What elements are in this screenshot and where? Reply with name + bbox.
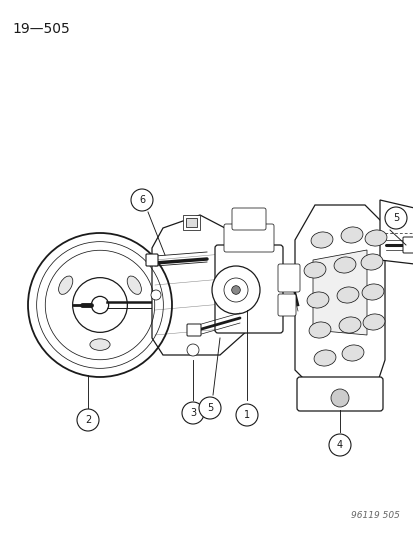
FancyBboxPatch shape <box>277 264 299 292</box>
FancyBboxPatch shape <box>277 294 295 316</box>
Ellipse shape <box>364 230 386 246</box>
Polygon shape <box>312 250 366 335</box>
Text: 6: 6 <box>139 195 145 205</box>
Circle shape <box>231 286 240 294</box>
Polygon shape <box>379 200 413 265</box>
Ellipse shape <box>310 232 332 248</box>
FancyBboxPatch shape <box>187 324 201 336</box>
Ellipse shape <box>360 254 382 270</box>
Circle shape <box>384 207 406 229</box>
FancyBboxPatch shape <box>223 224 273 252</box>
Circle shape <box>131 189 153 211</box>
Ellipse shape <box>336 287 358 303</box>
Text: 2: 2 <box>85 415 91 425</box>
Ellipse shape <box>90 339 110 350</box>
Circle shape <box>151 290 161 300</box>
Polygon shape <box>185 218 197 227</box>
Text: 5: 5 <box>392 213 398 223</box>
Text: 1: 1 <box>243 410 249 420</box>
FancyBboxPatch shape <box>146 254 158 266</box>
Text: 4: 4 <box>336 440 342 450</box>
Circle shape <box>330 389 348 407</box>
Polygon shape <box>294 205 384 390</box>
Circle shape <box>182 402 204 424</box>
Text: 5: 5 <box>206 403 213 413</box>
Text: 3: 3 <box>190 408 196 418</box>
FancyBboxPatch shape <box>231 208 266 230</box>
Text: 96119 505: 96119 505 <box>350 511 399 520</box>
FancyBboxPatch shape <box>402 237 413 253</box>
FancyBboxPatch shape <box>214 245 282 333</box>
Ellipse shape <box>303 262 325 278</box>
Ellipse shape <box>362 314 384 330</box>
Circle shape <box>199 397 221 419</box>
Ellipse shape <box>338 317 360 333</box>
Circle shape <box>328 434 350 456</box>
Circle shape <box>211 266 259 314</box>
Ellipse shape <box>340 227 362 243</box>
FancyBboxPatch shape <box>296 377 382 411</box>
Ellipse shape <box>127 276 141 294</box>
Text: 19—505: 19—505 <box>12 22 69 36</box>
Ellipse shape <box>333 257 355 273</box>
Ellipse shape <box>341 345 363 361</box>
Ellipse shape <box>313 350 335 366</box>
Ellipse shape <box>308 322 330 338</box>
Ellipse shape <box>361 284 383 300</box>
Circle shape <box>77 409 99 431</box>
Polygon shape <box>152 215 247 355</box>
Circle shape <box>187 344 199 356</box>
Polygon shape <box>183 215 199 230</box>
Ellipse shape <box>306 292 328 308</box>
Circle shape <box>235 404 257 426</box>
Ellipse shape <box>59 276 73 294</box>
